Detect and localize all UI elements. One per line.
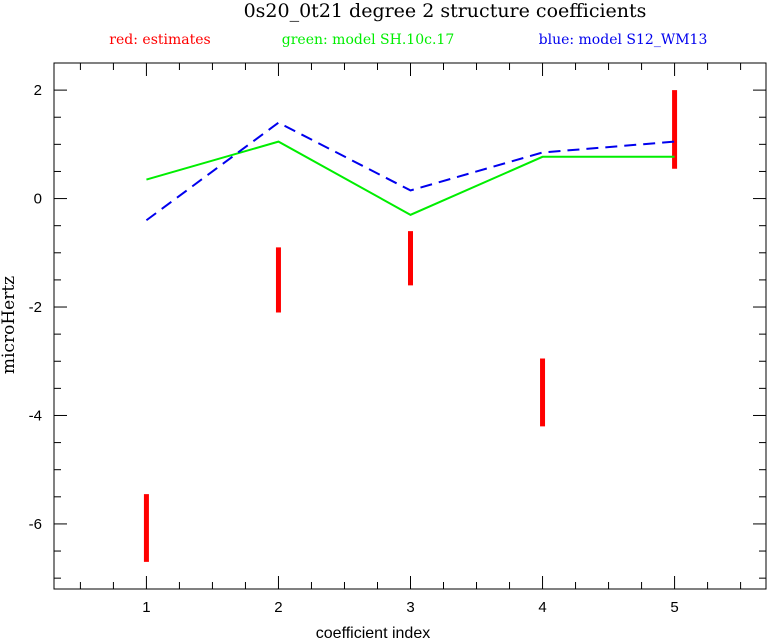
y-tick-label: 0 xyxy=(34,191,42,208)
x-tick-label: 1 xyxy=(142,599,150,616)
x-axis-label: coefficient index xyxy=(316,625,430,641)
model-sh10c17-line xyxy=(146,140,675,216)
y-tick-label: -2 xyxy=(29,299,42,316)
series-layer xyxy=(143,90,678,562)
model-s12-wm13-line xyxy=(145,121,675,222)
x-tick-label: 3 xyxy=(406,599,414,616)
x-tick-label: 5 xyxy=(670,599,678,616)
chart-title: 0s20_0t21 degree 2 structure coefficient… xyxy=(244,0,647,22)
legend-entry: blue: model S12_WM13 xyxy=(539,32,708,48)
axis-ticks: 1 2 3 4 5 -6 -4 -2 0 2 xyxy=(29,62,766,616)
legend: red: estimates green: model SH.10c.17 blue… xyxy=(109,32,707,48)
y-axis-label: microHertz xyxy=(0,276,19,374)
y-tick-label: -6 xyxy=(29,516,42,533)
plot-frame xyxy=(53,62,767,590)
y-tick-label: 2 xyxy=(34,82,42,99)
x-tick-label: 4 xyxy=(538,599,546,616)
legend-entry: red: estimates xyxy=(109,32,210,48)
legend-entry: green: model SH.10c.17 xyxy=(282,32,454,48)
x-tick-label: 2 xyxy=(274,599,282,616)
y-tick-label: -4 xyxy=(29,407,42,424)
